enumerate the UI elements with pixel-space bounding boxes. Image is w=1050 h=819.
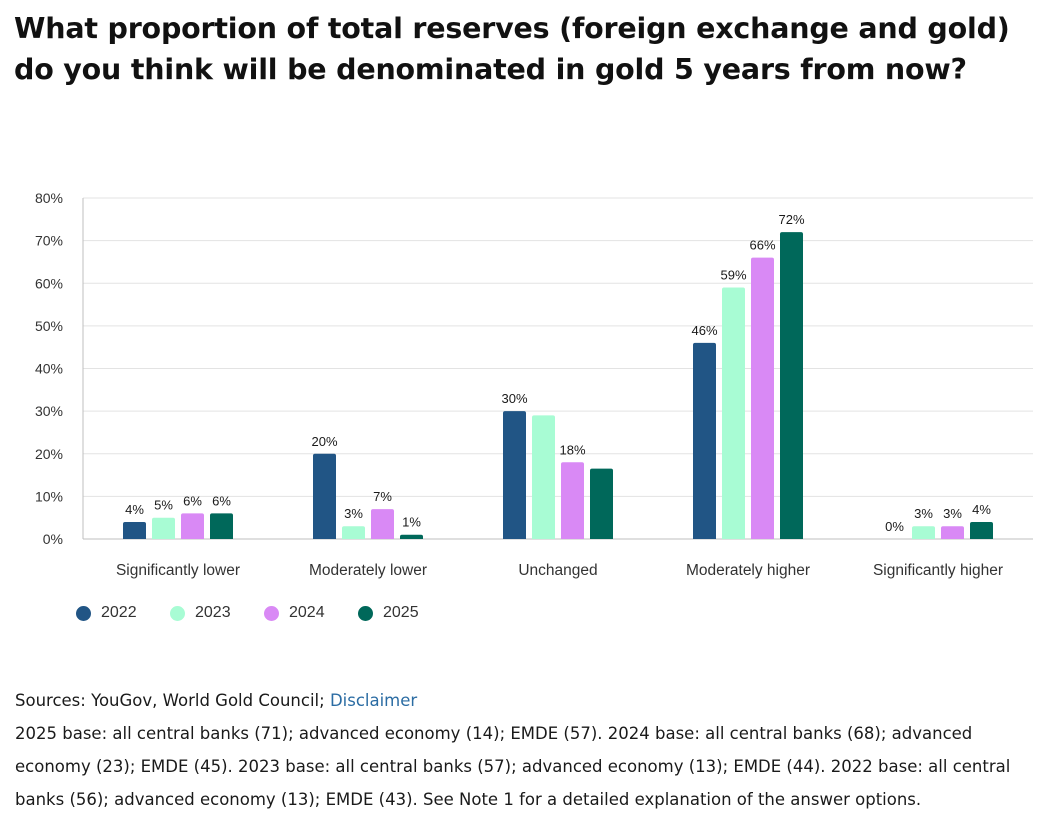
bar-2022: [693, 342, 716, 539]
legend-item-2024[interactable]: 2024: [264, 604, 358, 622]
data-label: 5%: [154, 498, 173, 513]
legend-item-2022[interactable]: 2022: [76, 604, 170, 622]
x-tick-label: Significantly higher: [873, 562, 1003, 579]
bar-2022: [313, 453, 336, 539]
y-tick-label: 40%: [35, 361, 63, 377]
bar-chart: 0% 10% 20% 30% 40% 50% 60% 70% 80% 4% 5% 6% 6% Signif…: [35, 190, 1033, 579]
bar-2023: [342, 526, 365, 539]
legend-label-2024: 2024: [289, 604, 325, 621]
legend-swatch-2023: [170, 605, 185, 621]
data-label: 18%: [559, 442, 585, 457]
data-label: 20%: [311, 434, 337, 449]
data-label: 66%: [749, 238, 775, 253]
legend-swatch-2022: [76, 605, 91, 621]
data-label: 30%: [501, 391, 527, 406]
x-tick-label: Unchanged: [518, 562, 597, 579]
data-label: 4%: [972, 502, 991, 517]
sources-line: Sources: YouGov, World Gold Council; Dis…: [15, 684, 1045, 717]
legend-label-2023: 2023: [195, 604, 231, 621]
chart-title: What proportion of total reserves (forei…: [14, 12, 1010, 86]
data-label: 6%: [183, 493, 202, 508]
y-tick-label: 20%: [35, 446, 63, 462]
bar-2024: [941, 526, 964, 539]
data-label: 59%: [720, 268, 746, 283]
data-label: 72%: [778, 212, 804, 227]
data-label: 7%: [373, 489, 392, 504]
bar-2025: [590, 468, 613, 539]
y-tick-label: 60%: [35, 275, 63, 291]
disclaimer-link[interactable]: Disclaimer: [329, 691, 418, 710]
legend-label-2025: 2025: [383, 604, 419, 621]
bar-2024: [371, 509, 394, 539]
legend-label-2022: 2022: [101, 604, 137, 621]
y-tick-label: 0%: [43, 531, 63, 547]
x-tick-label: Moderately lower: [309, 562, 427, 579]
bar-2023: [722, 287, 745, 539]
bar-2025: [400, 534, 423, 539]
y-tick-label: 30%: [35, 403, 63, 419]
bar-2024: [561, 462, 584, 539]
y-tick-label: 70%: [35, 233, 63, 249]
legend-item-2025[interactable]: 2025: [358, 604, 452, 622]
legend-swatch-2024: [264, 605, 279, 621]
data-label: 3%: [943, 506, 962, 521]
bar-2023: [152, 517, 175, 539]
bar-2025: [780, 232, 803, 539]
bar-2024: [751, 257, 774, 539]
data-label: 3%: [344, 506, 363, 521]
y-tick-label: 10%: [35, 488, 63, 504]
data-label: 3%: [914, 506, 933, 521]
bar-2024: [181, 513, 204, 539]
data-label: 46%: [691, 323, 717, 338]
bar-2022: [123, 521, 146, 539]
data-label: 1%: [402, 515, 421, 530]
bar-2023: [912, 526, 935, 539]
base-note: 2025 base: all central banks (71); advan…: [15, 724, 1011, 809]
bar-2025: [970, 521, 993, 539]
chart-footer: Sources: YouGov, World Gold Council; Dis…: [15, 684, 1045, 816]
y-tick-label: 50%: [35, 318, 63, 334]
data-label: 4%: [125, 502, 144, 517]
data-label: 0%: [885, 519, 904, 534]
x-tick-label: Significantly lower: [116, 562, 240, 579]
bar-2025: [210, 513, 233, 539]
legend-item-2023[interactable]: 2023: [170, 604, 264, 622]
sources-text: Sources: YouGov, World Gold Council;: [15, 691, 330, 710]
bar-2022: [503, 411, 526, 539]
y-tick-label: 80%: [35, 190, 63, 206]
data-label: 6%: [212, 493, 231, 508]
x-tick-label: Moderately higher: [686, 562, 810, 579]
bar-2023: [532, 415, 555, 539]
legend: 2022 2023 2024 2025: [76, 604, 452, 622]
legend-swatch-2025: [358, 605, 373, 621]
